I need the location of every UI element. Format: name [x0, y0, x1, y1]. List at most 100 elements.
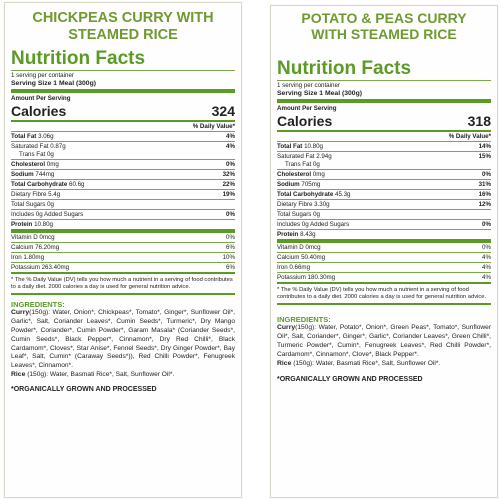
left-title-line2: STEAMED RICE: [68, 26, 178, 43]
right-trans-fat-row: Trans Fat 0g: [277, 161, 491, 169]
right-calcium-label: Calcium 50.40mg: [277, 254, 326, 261]
left-chol-amount: 0mg: [46, 161, 59, 168]
right-rule: [277, 209, 491, 210]
right-fibre-row: Dietary Fibre 3.30g 12%: [277, 200, 491, 209]
right-calories-value: 318: [467, 113, 491, 129]
left-added-sugars-label: Includes 0g Added Sugars: [11, 211, 84, 218]
right-sat-fat-dv: 15%: [478, 153, 491, 160]
right-vitd-dv: 0%: [482, 244, 491, 251]
right-med-rule: [277, 130, 491, 132]
left-serving-size: Serving Size 1 Meal (300g): [11, 80, 96, 87]
left-rule: [11, 262, 235, 263]
left-vitd-label: Vitamin D 0mcg: [11, 234, 55, 241]
left-product-title: CHICKPEAS CURRY WITH STEAMED RICE: [5, 3, 241, 48]
left-protein-row: Protein 10.80g: [11, 220, 235, 229]
right-chol-label: Cholesterol: [277, 171, 312, 178]
left-iron-dv: 10%: [222, 254, 235, 261]
right-footnote: * The % Daily Value (DV) tells you how m…: [277, 287, 487, 301]
right-product-title: POTATO & PEAS CURRY WITH STEAMED RICE: [271, 6, 497, 50]
left-fibre-dv: 19%: [222, 191, 235, 198]
left-potassium-row: Potassium 263.40mg 6%: [11, 263, 235, 272]
right-added-sugars-row: Includes 0g Added Sugars 0%: [277, 220, 491, 229]
left-total-fat-amount: 3.06g: [38, 133, 54, 140]
left-vitd-dv: 0%: [226, 234, 235, 241]
right-rule: [277, 169, 491, 170]
right-divider: [277, 80, 491, 81]
right-rule: [277, 219, 491, 220]
right-nf-title: Nutrition Facts: [277, 58, 412, 79]
left-rule: [11, 159, 235, 160]
right-sat-fat-row: Saturated Fat 2.94g 15%: [277, 152, 491, 161]
right-organic-note: *ORGANICALLY GROWN AND PROCESSED: [277, 375, 423, 383]
left-total-fat-row: Total Fat 3.06g 4%: [11, 132, 235, 141]
left-calories-row: Calories 324: [11, 103, 235, 119]
left-curry-label: Curry: [11, 309, 30, 317]
right-rule: [277, 262, 491, 263]
left-curry-text: (150g): Water, Onion*, Chickpeas*, Tomat…: [11, 309, 235, 369]
right-sugars-row: Total Sugars 0g: [277, 210, 491, 219]
right-curry-ingredients: Curry(150g): Water, Potato*, Onion*, Gre…: [277, 324, 491, 359]
left-divider: [11, 70, 235, 71]
left-calories-label: Calories: [11, 103, 67, 119]
right-carb-label: Total Carbohydrate: [277, 191, 334, 198]
right-calories-label: Calories: [277, 113, 333, 129]
left-nutrition-facts: Nutrition Facts 1 serving per container …: [11, 49, 235, 393]
left-organic-note: *ORGANICALLY GROWN AND PROCESSED: [11, 385, 157, 393]
left-rule: [11, 131, 235, 132]
right-calcium-dv: 4%: [482, 254, 491, 261]
right-protein-row: Protein 8.43g: [277, 230, 491, 239]
right-servings: 1 serving per container: [277, 82, 340, 89]
left-iron-label: Iron 1.80mg: [11, 254, 45, 261]
left-heavy-rule: [11, 229, 235, 233]
left-potassium-label: Potassium 263.40mg: [11, 264, 70, 271]
left-total-fat-label: Total Fat: [11, 133, 37, 140]
right-nutrition-facts: Nutrition Facts 1 serving per container …: [277, 59, 491, 383]
left-amount-per-serving: Amount Per Serving: [11, 95, 71, 102]
right-rule: [277, 189, 491, 190]
right-dv-header: % Daily Value*: [448, 133, 491, 140]
right-rule: [277, 272, 491, 273]
right-carb-dv: 16%: [478, 191, 491, 198]
right-serving-size: Serving Size 1 Meal (300g): [277, 90, 362, 97]
right-carb-row: Total Carbohydrate 45.3g 16%: [277, 190, 491, 199]
left-rule: [11, 209, 235, 210]
right-sodium-dv: 31%: [478, 181, 491, 188]
right-iron-row: Iron 0.66mg 4%: [277, 263, 491, 272]
left-potassium-dv: 6%: [226, 264, 235, 271]
left-sugars-row: Total Sugars 0g: [11, 200, 235, 209]
left-added-sugars-dv: 0%: [226, 211, 235, 218]
right-vitd-label: Vitamin D 0mcg: [277, 244, 321, 251]
left-sat-fat-label: Saturated Fat 0.87g: [11, 143, 66, 150]
left-dv-header: % Daily Value*: [192, 123, 235, 130]
right-sodium-label: Sodium: [277, 181, 300, 188]
left-rule: [11, 199, 235, 200]
right-iron-dv: 4%: [482, 264, 491, 271]
left-fibre-row: Dietary Fibre 5.4g 19%: [11, 190, 235, 199]
right-rule: [277, 151, 491, 152]
left-rule: [11, 252, 235, 253]
right-added-sugars-dv: 0%: [482, 221, 491, 228]
right-total-fat-amount: 10.80g: [304, 143, 323, 150]
left-sat-fat-dv: 4%: [226, 143, 235, 150]
left-product-panel: CHICKPEAS CURRY WITH STEAMED RICE Nutrit…: [4, 2, 242, 498]
left-footnote: * The % Daily Value (DV) tells you how m…: [11, 277, 233, 291]
left-total-fat-dv: 4%: [226, 133, 235, 140]
left-carb-row: Total Carbohydrate 60.6g 22%: [11, 180, 235, 189]
left-chol-label: Cholesterol: [11, 161, 46, 168]
left-rice-label: Rice: [11, 370, 26, 378]
right-curry-text: (150g): Water, Potato*, Onion*, Green Pe…: [277, 324, 491, 358]
left-rice-text: (150g): Water, Basmati Rice*, Salt, Sunf…: [25, 370, 175, 378]
right-iron-label: Iron 0.66mg: [277, 264, 311, 271]
right-fibre-label: Dietary Fibre 3.30g: [277, 201, 330, 208]
left-rule: [11, 242, 235, 243]
left-rule: [11, 141, 235, 142]
left-nf-title: Nutrition Facts: [11, 48, 146, 69]
right-curry-label: Curry: [277, 324, 296, 332]
right-total-fat-label: Total Fat: [277, 143, 303, 150]
right-title-line1: POTATO & PEAS CURRY: [301, 10, 467, 26]
right-amount-per-serving: Amount Per Serving: [277, 105, 337, 112]
left-trans-fat-label: Trans Fat 0g: [19, 151, 54, 158]
left-fibre-label: Dietary Fibre 5.4g: [11, 191, 61, 198]
left-iron-row: Iron 1.80mg 10%: [11, 253, 235, 262]
left-protein-amount: 10.80g: [34, 221, 53, 228]
